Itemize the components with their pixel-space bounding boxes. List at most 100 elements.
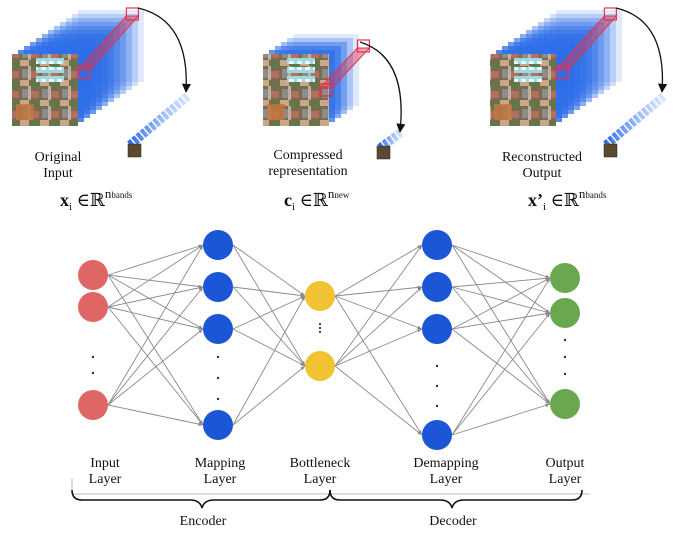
caption-reconstructed-output: Reconstructed Output <box>482 150 602 182</box>
math-original: xi ∈ℝnbands <box>60 186 132 213</box>
spectral-vector <box>127 92 191 149</box>
mapping-node <box>203 272 233 302</box>
pixel-highlight <box>77 65 91 79</box>
edge <box>107 286 204 406</box>
dot-mapping-1 <box>216 355 220 359</box>
edge <box>451 277 551 436</box>
math-original-exp-sub: bands <box>111 190 133 200</box>
math-compressed-sub: i <box>292 201 296 213</box>
network-edges <box>107 244 551 436</box>
edge <box>107 286 204 308</box>
spectral-vector <box>603 92 667 149</box>
dot-bottleneck-3 <box>318 330 322 334</box>
dot-output-3 <box>563 372 567 376</box>
math-original-rel: ∈ <box>76 190 90 210</box>
dot-input-1 <box>91 355 95 359</box>
caption-compressed-line1: Compressed <box>273 148 343 163</box>
edge <box>451 403 551 436</box>
dot-bottleneck-1 <box>318 322 322 326</box>
edge <box>334 244 423 297</box>
rooftop <box>514 58 542 64</box>
edge <box>334 365 423 436</box>
dot-mapping-2 <box>216 376 220 380</box>
spectral-vector <box>377 128 405 152</box>
building <box>267 104 285 120</box>
encoder-brace <box>71 489 331 509</box>
network-nodes <box>78 230 580 450</box>
edge <box>334 295 423 330</box>
output-node <box>550 298 580 328</box>
label-demapping-line1: Demapping <box>413 456 479 471</box>
label-output-line2: Layer <box>548 472 582 487</box>
rooftop <box>514 67 542 73</box>
dot-bottleneck-2 <box>318 326 322 330</box>
input-node <box>78 390 108 420</box>
math-reconstructed-set: ℝ <box>563 190 579 210</box>
edge <box>107 244 204 276</box>
hyperspectral-cubes <box>12 7 668 160</box>
caption-compressed-line2: representation <box>268 164 348 179</box>
cube-reconstructed <box>490 7 668 158</box>
caption-original-line1: Original <box>34 150 82 165</box>
edge <box>107 244 204 406</box>
cube-original <box>12 7 191 158</box>
label-mapping-line2: Layer <box>203 472 237 487</box>
label-bottleneck-layer: Bottleneck Layer <box>270 456 370 488</box>
edge <box>232 244 306 297</box>
rooftop <box>287 76 315 82</box>
rooftop <box>36 58 64 64</box>
math-original-exp: n <box>104 186 112 201</box>
label-mapping-line1: Mapping <box>194 456 246 471</box>
extract-arrow <box>615 7 668 93</box>
math-reconstructed-sub: i <box>543 201 547 213</box>
edge <box>451 312 551 436</box>
caption-reconstructed-line2: Output <box>522 166 562 181</box>
edge <box>232 295 306 426</box>
decoder-label: Decoder <box>429 514 477 529</box>
building <box>16 104 34 120</box>
math-original-set: ℝ <box>89 190 105 210</box>
edge <box>107 274 204 289</box>
math-compressed-symbol: c <box>284 190 292 210</box>
edge <box>232 295 306 330</box>
label-input-layer: Input Layer <box>60 456 150 488</box>
math-original-symbol: x <box>60 190 69 210</box>
math-compressed-exp: n <box>327 186 335 201</box>
demapping-node <box>422 314 452 344</box>
edge <box>334 295 423 436</box>
dot-output-1 <box>563 338 567 342</box>
output-node <box>550 389 580 419</box>
edge <box>107 274 204 426</box>
encoder-label: Encoder <box>179 514 227 529</box>
edge <box>451 244 551 314</box>
edge <box>232 286 306 298</box>
cube-compressed <box>263 34 406 160</box>
math-compressed-set: ℝ <box>312 190 328 210</box>
building <box>494 104 512 120</box>
edge <box>451 244 551 279</box>
dot-demapping-2 <box>435 384 439 388</box>
edge <box>334 328 423 367</box>
label-demapping-layer: Demapping Layer <box>398 456 494 488</box>
rooftop <box>287 58 315 64</box>
edge <box>107 244 204 308</box>
demapping-node <box>422 420 452 450</box>
decoder-brace <box>329 489 583 509</box>
input-node <box>78 292 108 322</box>
label-bottleneck-line2: Layer <box>303 472 337 487</box>
math-compressed-rel: ∈ <box>299 190 313 210</box>
rooftop <box>36 76 64 82</box>
math-reconstructed: x’i ∈ℝnbands <box>528 186 606 213</box>
edge <box>451 286 551 405</box>
mapping-node <box>203 230 233 260</box>
tube-cap <box>603 7 617 21</box>
edge <box>107 328 204 406</box>
ellipsis-dots <box>91 322 567 408</box>
edge <box>107 306 204 426</box>
edge <box>451 311 551 330</box>
edge <box>334 285 423 297</box>
pixel-thumbnail <box>603 143 618 158</box>
edge <box>107 404 204 426</box>
dot-mapping-3 <box>216 397 220 401</box>
